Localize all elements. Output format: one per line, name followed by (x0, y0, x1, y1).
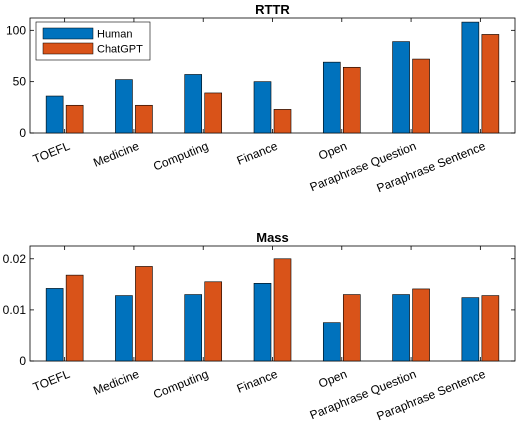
bar-chatgpt-paraphrase-question (412, 288, 430, 362)
x-category-label: Finance (235, 139, 280, 168)
x-category-label: Finance (235, 367, 280, 396)
bar-human-toefl (45, 95, 64, 134)
mass-panel: Mass 0 0.01 0.02 TOEFL Medicine Computing Finan… (3, 230, 516, 423)
bar-chatgpt-paraphrase-sentence (481, 34, 500, 134)
bar-chatgpt-medicine (135, 266, 153, 362)
x-category-label: Computing (151, 139, 210, 174)
x-category-label: Open (316, 367, 348, 391)
bar-chatgpt-medicine (135, 104, 153, 134)
bar-human-open (322, 61, 341, 134)
y-tick-label: 0.01 (3, 303, 27, 317)
bar-chatgpt-finance (273, 258, 292, 362)
bar-human-finance (253, 283, 272, 362)
panel-title: Mass (256, 230, 289, 245)
y-tick-label: 50 (13, 75, 27, 89)
bar-human-toefl (45, 288, 64, 362)
legend-swatch-human (42, 27, 94, 40)
bar-chatgpt-toefl (65, 274, 84, 362)
axes-box (29, 245, 516, 362)
bar-chatgpt-computing (204, 281, 223, 362)
bar-human-computing (184, 294, 203, 362)
x-category-label: Medicine (91, 367, 141, 398)
x-category-label: Computing (151, 367, 210, 402)
x-category-label: TOEFL (31, 367, 72, 395)
legend-label-human: Human (97, 29, 132, 41)
bar-chatgpt-paraphrase-sentence (481, 295, 500, 362)
bar-chatgpt-paraphrase-question (412, 58, 430, 134)
x-category-label: TOEFL (31, 139, 72, 167)
y-tick-label: 0.02 (3, 252, 27, 266)
bar-chatgpt-computing (204, 92, 223, 134)
legend: Human ChatGPT (35, 21, 151, 61)
x-category-label: Medicine (91, 139, 141, 170)
y-tick-label: 0 (19, 354, 26, 368)
bar-human-paraphrase-sentence (461, 297, 480, 362)
bar-human-paraphrase-sentence (461, 21, 480, 134)
panel-title: RTTR (255, 2, 290, 17)
bar-chatgpt-toefl (65, 104, 84, 134)
legend-swatch-chatgpt (42, 42, 94, 55)
x-category-label: Open (316, 139, 348, 163)
bar-human-computing (184, 74, 203, 134)
legend-label-chatgpt: ChatGPT (97, 44, 143, 56)
y-tick-label: 100 (6, 23, 26, 37)
bar-human-medicine (115, 79, 133, 134)
bar-chatgpt-open (342, 66, 361, 134)
bar-human-paraphrase-question (392, 41, 410, 134)
bar-chatgpt-finance (273, 109, 292, 134)
bar-chatgpt-open (342, 294, 361, 362)
bar-human-open (322, 322, 341, 362)
y-tick-label: 0 (19, 126, 26, 140)
rttr-panel: RTTR 0 50 100 TOEFL Medicine Computing Finance O… (6, 2, 516, 195)
bar-human-medicine (115, 295, 133, 362)
bar-human-finance (253, 81, 272, 134)
bar-human-paraphrase-question (392, 294, 410, 362)
